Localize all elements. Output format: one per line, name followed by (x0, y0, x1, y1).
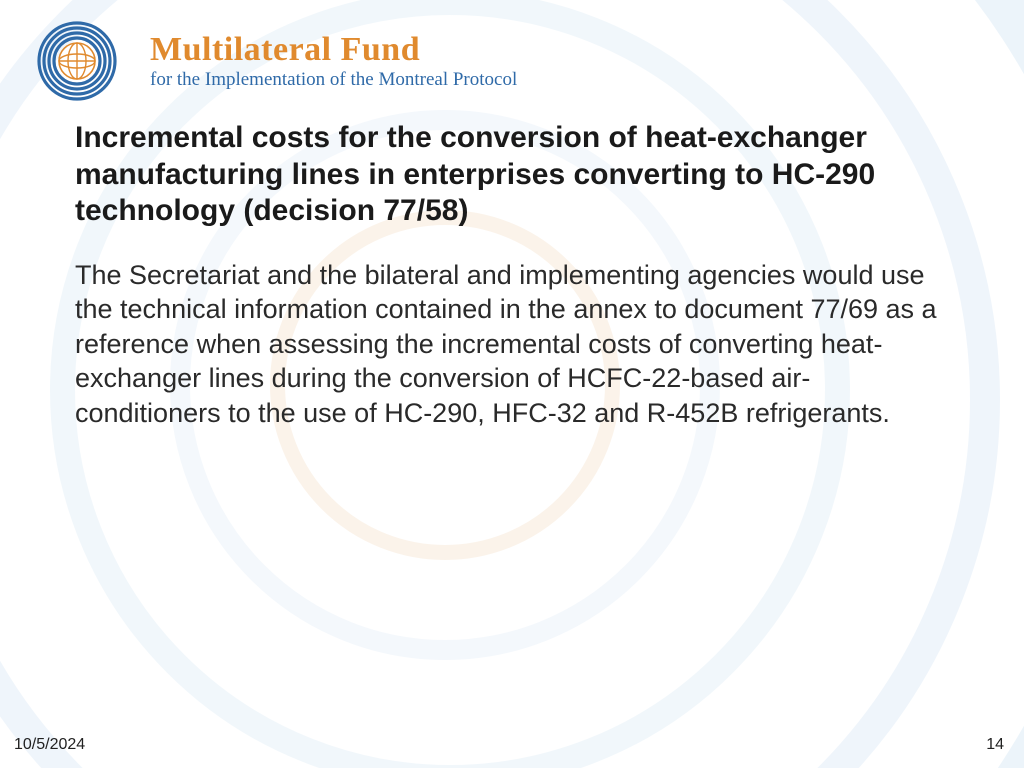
content: Incremental costs for the conversion of … (0, 102, 1024, 431)
footer-date: 10/5/2024 (14, 736, 85, 754)
slide-heading: Incremental costs for the conversion of … (75, 120, 935, 230)
slide: Multilateral Fund for the Implementation… (0, 0, 1024, 768)
brand-subtitle: for the Implementation of the Montreal P… (150, 70, 517, 90)
brand-logo (22, 20, 132, 102)
brand-title: Multilateral Fund (150, 32, 517, 68)
footer-page-number: 14 (986, 736, 1004, 754)
header: Multilateral Fund for the Implementation… (0, 0, 1024, 102)
footer: 10/5/2024 14 (0, 736, 1024, 754)
slide-body: The Secretariat and the bilateral and im… (75, 258, 955, 431)
brand-text: Multilateral Fund for the Implementation… (150, 32, 517, 90)
